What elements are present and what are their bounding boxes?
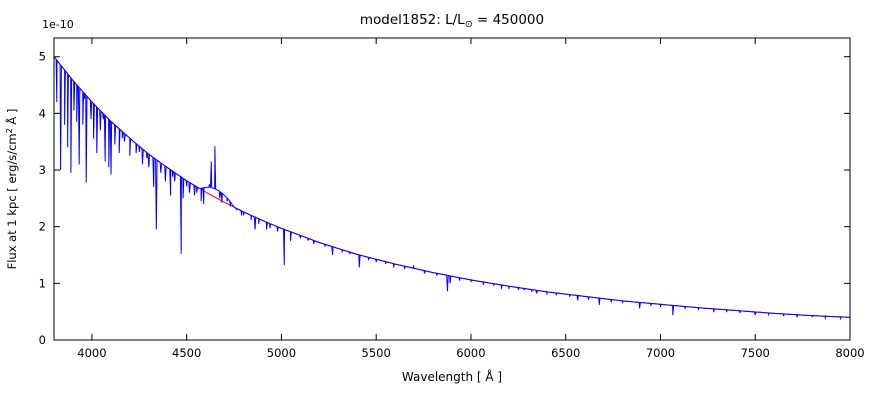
y-axis-label-superscript: 2 [5,128,14,133]
plot-title-subscript: ⊙ [465,19,473,30]
x-tick-label: 4500 [172,346,201,360]
y-axis-label-suffix: Å ] [4,109,19,129]
y-axis-label: Flux at 1 kpc [ erg/s/cm2 Å ] [4,109,19,270]
series-group [53,56,851,321]
plot-title-suffix: = 450000 [473,12,544,28]
y-offset-label: 1e-10 [42,18,74,31]
y-tick-label: 4 [39,106,46,120]
axis-ticks [54,38,851,341]
y-tick-label: 0 [39,333,46,347]
x-axis-label: Wavelength [ Å ] [402,369,502,384]
x-tick-label: 7000 [646,346,675,360]
plot-title: model1852: L/L⊙ = 450000 [360,12,544,30]
x-tick-label: 5500 [362,346,391,360]
y-tick-label: 1 [39,276,46,290]
x-tick-label: 4000 [77,346,106,360]
plot-title-prefix: model1852: L/L [360,12,465,28]
y-axis-label-prefix: Flux at 1 kpc [ erg/s/cm [5,133,19,269]
x-tick-label: 7500 [741,346,770,360]
y-tick-label: 2 [39,220,46,234]
axes-frame [53,37,851,341]
x-tick-label: 8000 [835,346,864,360]
x-tick-label: 6500 [551,346,580,360]
axis-tick-labels: 4000 4500 5000 5500 6000 6500 7000 7500 8000 0 1 2 3… [39,50,865,360]
x-tick-label: 5000 [267,346,296,360]
x-tick-label: 6000 [456,346,485,360]
y-tick-label: 3 [39,163,46,177]
spectrum-line [53,56,850,321]
continuum-fit-line [53,56,851,318]
y-tick-label: 5 [39,50,46,64]
